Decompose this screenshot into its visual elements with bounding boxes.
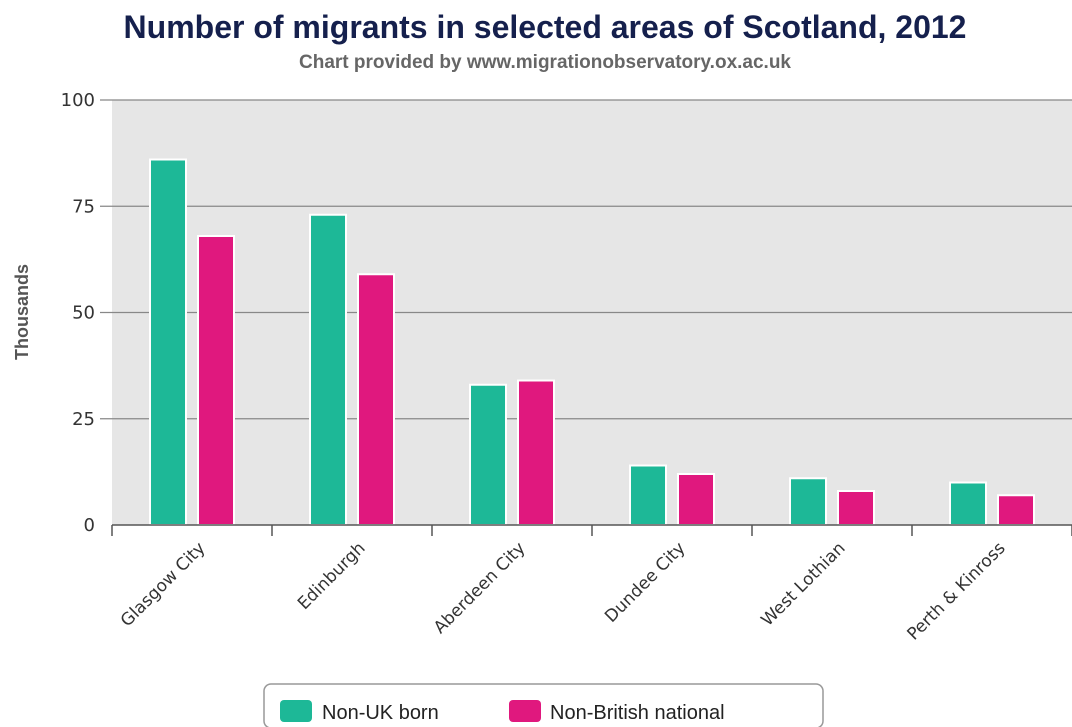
x-tick-label: West Lothian xyxy=(758,538,850,630)
legend-swatch xyxy=(509,700,541,722)
y-tick-label: 100 xyxy=(61,90,95,111)
bar[interactable] xyxy=(197,235,235,526)
x-tick-label: Glasgow City xyxy=(117,538,210,631)
y-tick-label: 75 xyxy=(72,196,95,217)
legend-item-non-uk-born[interactable]: Non-UK born xyxy=(280,700,439,724)
chart-title: Number of migrants in selected areas of … xyxy=(124,9,967,45)
legend-box xyxy=(263,683,824,727)
bar[interactable] xyxy=(469,383,507,526)
bar[interactable] xyxy=(357,273,395,526)
bar[interactable] xyxy=(629,464,667,526)
bar[interactable] xyxy=(949,481,987,526)
bar[interactable] xyxy=(837,490,875,526)
y-tick-label: 25 xyxy=(72,409,95,430)
x-tick-label: Aberdeen City xyxy=(430,538,530,638)
legend-swatch xyxy=(280,700,312,722)
gridlines xyxy=(100,99,1072,420)
y-tick-label: 50 xyxy=(72,303,95,324)
chart-subtitle: Chart provided by www.migrationobservato… xyxy=(299,52,791,73)
x-tick-label: Perth & Kinross xyxy=(903,538,1009,644)
bar[interactable] xyxy=(309,213,347,526)
legend-item-non-british-national[interactable]: Non-British national xyxy=(509,700,725,724)
legend-label: Non-UK born xyxy=(322,702,439,724)
bar[interactable] xyxy=(789,477,827,526)
bar[interactable] xyxy=(517,379,555,526)
bar[interactable] xyxy=(997,494,1035,526)
y-axis-ticks: 0 25 50 75 100 xyxy=(61,90,95,536)
x-tick-label: Edinburgh xyxy=(294,538,370,614)
bar[interactable] xyxy=(677,473,715,526)
x-tick-label: Dundee City xyxy=(601,538,689,626)
y-axis-label: Thousands xyxy=(12,264,32,360)
legend-label: Non-British national xyxy=(550,702,725,724)
legend[interactable]: Non-UK born Non-British national xyxy=(263,683,824,727)
x-axis: Glasgow City Edinburgh Aberdeen City Dundee… xyxy=(111,524,1072,644)
y-tick-label: 0 xyxy=(84,515,95,536)
bar[interactable] xyxy=(149,158,187,526)
